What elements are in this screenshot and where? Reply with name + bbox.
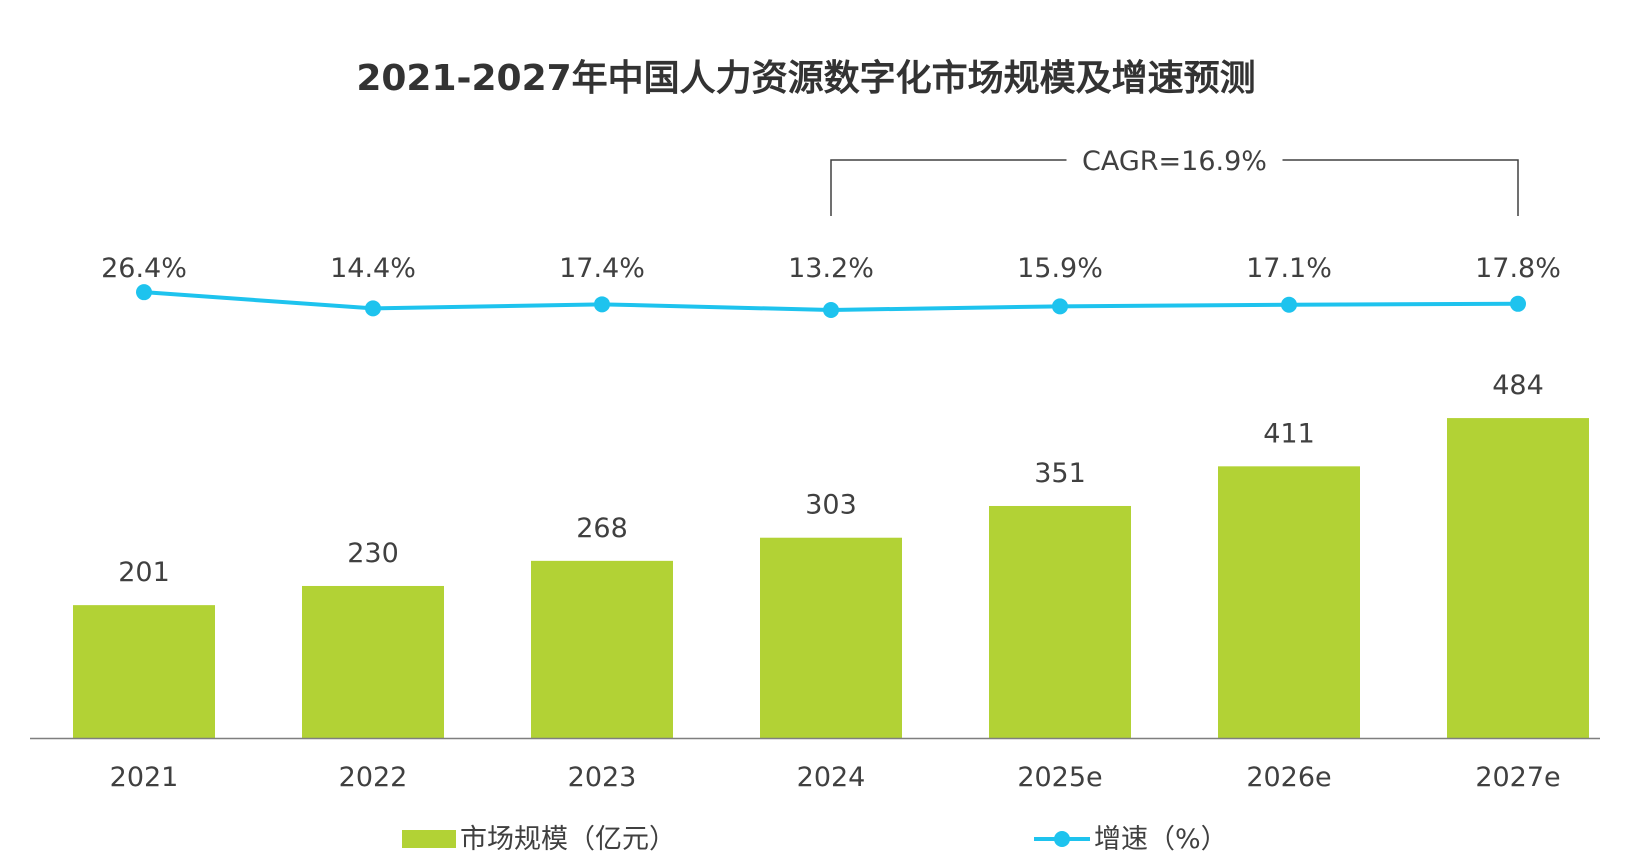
- tick-label-2022: 2022: [339, 762, 408, 793]
- bar-2026e: [1218, 466, 1360, 738]
- growth-point-2023: [594, 296, 610, 313]
- growth-label-2026e: 17.1%: [1246, 253, 1332, 284]
- growth-point-2027e: [1510, 295, 1526, 312]
- growth-line-layer: 26.4% 14.4% 17.4% 13.2% 15.9% 17.1% 17.8%: [101, 253, 1561, 318]
- bar-2022: [302, 585, 444, 738]
- growth-point-2026e: [1281, 296, 1297, 313]
- tick-label-2023: 2023: [568, 762, 637, 793]
- bar-2024: [760, 537, 902, 738]
- tick-label-2024: 2024: [797, 762, 866, 793]
- growth-point-2022: [365, 300, 381, 317]
- bar-label-2024: 303: [805, 490, 857, 521]
- growth-point-2024: [823, 302, 839, 318]
- bar-label-2025e: 351: [1034, 458, 1086, 489]
- tick-label-2021: 2021: [110, 762, 179, 793]
- cagr-annotation: CAGR=16.9%: [1082, 146, 1267, 177]
- growth-label-2022: 14.4%: [330, 253, 416, 284]
- growth-point-2025e: [1052, 298, 1068, 315]
- cagr-bracket: CAGR=16.9%: [830, 146, 1519, 216]
- x-axis-tick-labels: 2021 2022 2023 2024 2025e 2026e 2027e: [110, 762, 1561, 793]
- bar-layer: 201 230 268 303 351 411 484: [73, 370, 1589, 738]
- legend-label-line: 增速（%）: [1094, 824, 1228, 855]
- bar-label-2022: 230: [347, 538, 399, 569]
- tick-label-2025e: 2025e: [1017, 762, 1102, 793]
- growth-label-2025e: 15.9%: [1017, 253, 1103, 284]
- growth-label-2021: 26.4%: [101, 253, 187, 284]
- cagr-bracket-left: [830, 159, 1067, 216]
- growth-point-2021: [136, 284, 152, 301]
- bar-2023: [531, 560, 673, 738]
- legend: 市场规模（亿元） 增速（%）: [402, 824, 1228, 855]
- growth-label-2027e: 17.8%: [1475, 253, 1561, 284]
- bar-label-2023: 268: [576, 513, 628, 544]
- bar-label-2026e: 411: [1263, 418, 1315, 449]
- legend-label-bar: 市场规模（亿元）: [460, 824, 676, 855]
- growth-label-2023: 17.4%: [559, 253, 645, 284]
- tick-label-2027e: 2027e: [1475, 762, 1560, 793]
- bar-2027e: [1447, 418, 1589, 738]
- bar-label-2027e: 484: [1492, 370, 1544, 401]
- bar-label-2021: 201: [118, 557, 170, 588]
- bar-2021: [73, 605, 215, 738]
- growth-label-2024: 13.2%: [788, 253, 874, 284]
- legend-swatch-bar: [402, 830, 456, 848]
- chart-title: 2021-2027年中国人力资源数字化市场规模及增速预测: [356, 58, 1255, 99]
- legend-swatch-point: [1054, 831, 1070, 847]
- tick-label-2026e: 2026e: [1246, 762, 1331, 793]
- bar-2025e: [989, 505, 1131, 738]
- cagr-bracket-right: [1282, 159, 1519, 216]
